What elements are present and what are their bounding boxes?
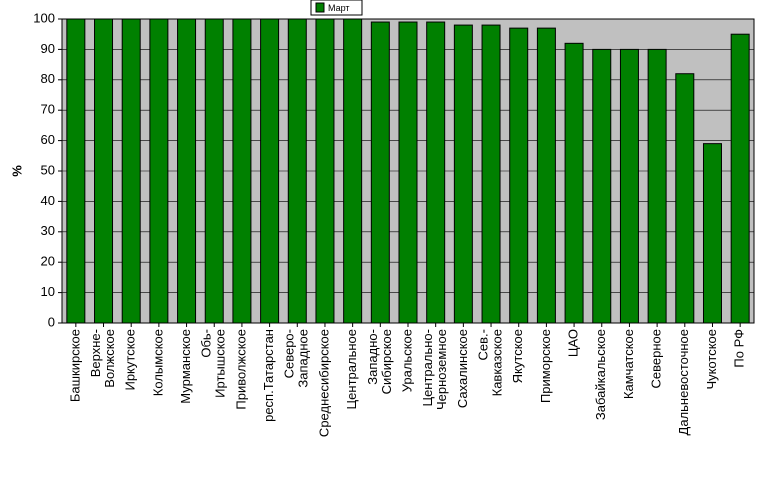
y-tick-label: 40: [41, 193, 55, 208]
x-tick-label: Верхне-: [88, 329, 103, 377]
x-tick-label: ЦАО: [566, 329, 581, 357]
bar: [287, 18, 307, 324]
x-tick-label: Башкирское: [67, 329, 82, 402]
x-tick-label: Черноземное: [434, 329, 449, 410]
x-tick-label: Приволжское: [233, 329, 248, 410]
y-tick-label: 0: [48, 314, 55, 329]
y-tick-label: 60: [41, 132, 55, 147]
bar: [398, 21, 418, 324]
y-tick-label: 30: [41, 223, 55, 238]
bar: [204, 18, 224, 324]
x-tick-label: Чукотское: [704, 329, 719, 390]
bar: [675, 73, 695, 324]
bar: [94, 18, 114, 324]
x-tick-label: Кавказское: [489, 329, 504, 396]
y-tick-label: 70: [41, 102, 55, 117]
bar: [121, 18, 141, 324]
x-tick-label: Западное: [296, 329, 311, 388]
legend-label: Март: [328, 3, 350, 13]
bar: [481, 24, 501, 324]
x-tick-label: Волжское: [102, 329, 117, 388]
bar: [370, 21, 390, 324]
x-tick-label: Северо-: [282, 329, 297, 378]
x-axis-labels: Башкирское Верхне- Волжское Иркутское Колымс…: [67, 323, 747, 437]
x-tick-label: Сахалинское: [455, 329, 470, 408]
x-tick-label: Центральное: [344, 329, 359, 409]
y-tick-label: 10: [41, 284, 55, 299]
y-axis-label: %: [9, 165, 24, 177]
x-tick-label: Забайкальское: [593, 329, 608, 420]
bar: [149, 18, 169, 324]
x-tick-label: Северное: [649, 329, 664, 388]
x-tick-label: Колымское: [150, 329, 165, 396]
y-tick-label: 50: [41, 162, 55, 177]
x-tick-label: Камчатское: [621, 329, 636, 399]
x-tick-label: Западно-: [365, 329, 380, 385]
x-tick-label: Обь-: [199, 329, 214, 358]
bar: [702, 143, 722, 324]
x-tick-label: Сев.-: [475, 329, 490, 360]
bar: [315, 18, 335, 324]
bar: [592, 48, 612, 324]
bar: [66, 18, 86, 324]
bar: [509, 27, 529, 324]
bar: [619, 48, 639, 324]
x-tick-label: Среднесибирское: [316, 329, 331, 437]
bar: [730, 33, 750, 324]
y-tick-label: 80: [41, 71, 55, 86]
y-tick-label: 90: [41, 41, 55, 56]
bar: [177, 18, 197, 324]
x-tick-label: Иртышское: [213, 329, 228, 398]
y-tick-label: 100: [33, 10, 55, 25]
bar: [536, 27, 556, 324]
x-tick-label: респ.Татарстан: [261, 329, 276, 422]
x-tick-label: Сибирское: [379, 329, 394, 394]
x-tick-label: Приморское: [538, 329, 553, 403]
legend-swatch: [315, 2, 325, 13]
y-axis-ticks: 0 10 20 30 40 50 60 70 80 90 100: [33, 10, 62, 329]
x-tick-label: Иркутское: [123, 329, 138, 391]
x-tick-label: Мурманское: [178, 329, 193, 404]
x-tick-label: Якутское: [510, 329, 525, 383]
x-tick-label: Дальневосточное: [676, 329, 691, 435]
bars: [66, 18, 750, 324]
bar: [426, 21, 446, 324]
bar: [564, 42, 584, 324]
bar: [232, 18, 252, 324]
bar: [453, 24, 473, 324]
x-tick-label: Центрально-: [420, 329, 435, 407]
bar: [343, 18, 363, 324]
x-tick-label: Уральское: [399, 329, 414, 392]
x-tick-label: По РФ: [732, 329, 747, 368]
bar: [647, 48, 667, 324]
legend: Март: [310, 0, 363, 16]
y-tick-label: 20: [41, 254, 55, 269]
bar: [260, 18, 280, 324]
